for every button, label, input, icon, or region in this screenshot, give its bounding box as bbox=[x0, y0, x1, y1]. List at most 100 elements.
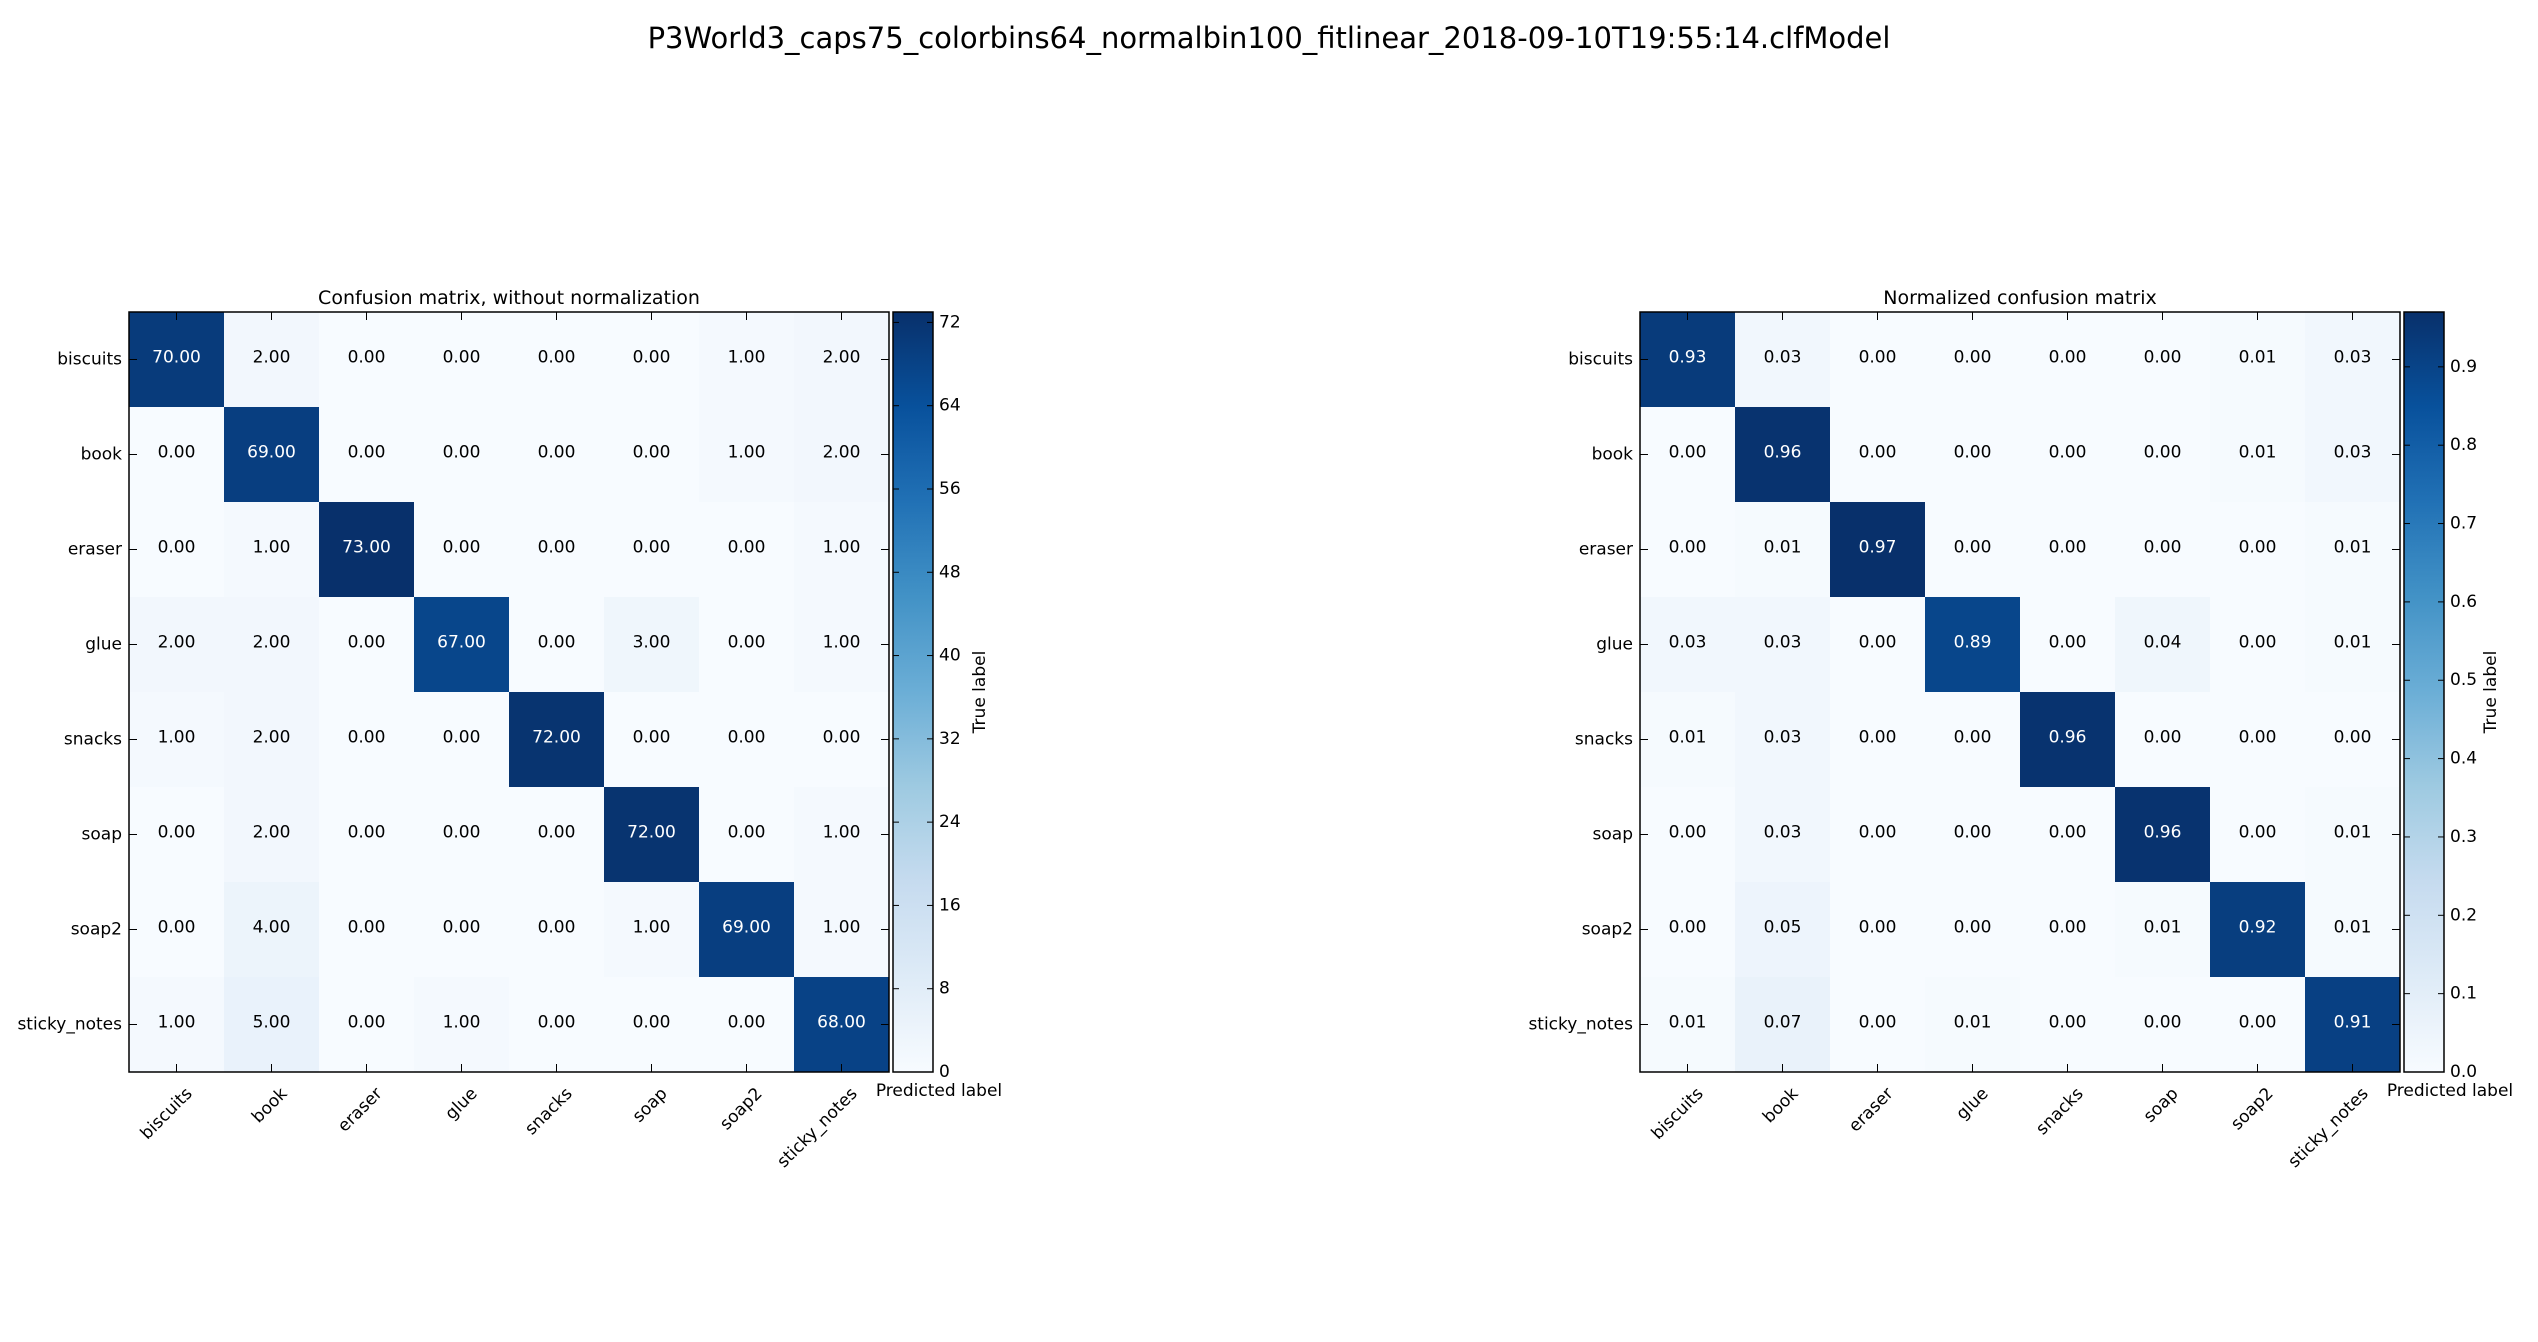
y-tick-label: soap bbox=[82, 825, 122, 845]
cell-value-label: 67.00 bbox=[437, 633, 486, 653]
heatmap-cell bbox=[794, 502, 890, 598]
cell-value-label: 0.01 bbox=[2239, 348, 2277, 368]
cell-value-label: 2.00 bbox=[253, 633, 291, 653]
cell-value-label: 0.00 bbox=[2239, 823, 2277, 843]
cell-value-label: 0.00 bbox=[348, 443, 386, 463]
cell-value-label: 0.01 bbox=[2334, 633, 2372, 653]
heatmap-cell bbox=[319, 977, 415, 1073]
cell-value-label: 0.00 bbox=[443, 443, 481, 463]
plot-frame bbox=[128, 311, 890, 1073]
cell-value-label: 2.00 bbox=[158, 633, 196, 653]
heatmap-cell bbox=[604, 312, 700, 408]
cell-value-label: 0.01 bbox=[1764, 538, 1802, 558]
cell-value-label: 0.00 bbox=[1859, 823, 1897, 843]
cell-value-label: 0.00 bbox=[2049, 348, 2087, 368]
heatmap-cell bbox=[1925, 692, 2021, 788]
y-axis-label: True label bbox=[2481, 651, 2501, 735]
heatmap-cell bbox=[2115, 502, 2211, 598]
x-tick-label: snacks bbox=[2032, 1084, 2087, 1139]
cell-value-label: 1.00 bbox=[158, 1013, 196, 1033]
colorbar-tick-label: 64 bbox=[939, 396, 961, 416]
heatmap-cell bbox=[1830, 407, 1926, 503]
heatmap-cell bbox=[414, 407, 510, 503]
colorbar bbox=[2403, 311, 2445, 1073]
heatmap-cell bbox=[1640, 882, 1736, 978]
heatmap-cell bbox=[509, 502, 605, 598]
cell-value-label: 2.00 bbox=[253, 348, 291, 368]
cell-value-label: 1.00 bbox=[633, 918, 671, 938]
cell-value-label: 0.00 bbox=[158, 538, 196, 558]
cell-value-label: 69.00 bbox=[247, 443, 296, 463]
cell-value-label: 0.03 bbox=[2334, 443, 2372, 463]
heatmap-cell bbox=[699, 502, 795, 598]
cell-value-label: 0.96 bbox=[2049, 728, 2087, 748]
heatmap-cell bbox=[129, 977, 225, 1073]
heatmap-cell bbox=[2210, 692, 2306, 788]
heatmap-cell bbox=[129, 882, 225, 978]
heatmap-cell bbox=[604, 787, 700, 883]
cell-value-label: 0.00 bbox=[823, 728, 861, 748]
heatmap-cell bbox=[2305, 787, 2401, 883]
cell-value-label: 0.00 bbox=[1859, 1013, 1897, 1033]
cell-value-label: 4.00 bbox=[253, 918, 291, 938]
cell-value-label: 0.00 bbox=[728, 728, 766, 748]
cell-value-label: 0.00 bbox=[2239, 1013, 2277, 1033]
plot-frame bbox=[1639, 311, 2401, 1073]
cell-value-label: 0.00 bbox=[1859, 348, 1897, 368]
x-tick-label: eraser bbox=[1845, 1084, 1897, 1136]
cell-value-label: 5.00 bbox=[253, 1013, 291, 1033]
heatmap-cell bbox=[1925, 882, 2021, 978]
heatmap-cell bbox=[319, 312, 415, 408]
heatmap-cell bbox=[2305, 407, 2401, 503]
heatmap-cell bbox=[2020, 692, 2116, 788]
cell-value-label: 0.00 bbox=[443, 918, 481, 938]
cell-value-label: 0.00 bbox=[633, 1013, 671, 1033]
y-tick-label: soap2 bbox=[1582, 920, 1633, 940]
y-tick-label: eraser bbox=[68, 540, 122, 560]
y-tick-label: biscuits bbox=[57, 350, 122, 370]
heatmap-cell bbox=[1735, 407, 1831, 503]
heatmap-cell bbox=[794, 977, 890, 1073]
cell-value-label: 0.00 bbox=[158, 823, 196, 843]
heatmap-cell bbox=[2210, 977, 2306, 1073]
heatmap-cell bbox=[2210, 787, 2306, 883]
y-tick-label: glue bbox=[85, 635, 122, 655]
heatmap-cell bbox=[1640, 407, 1736, 503]
heatmap-cell bbox=[224, 597, 320, 693]
heatmap-cell bbox=[224, 977, 320, 1073]
cell-value-label: 0.00 bbox=[2049, 823, 2087, 843]
x-tick-label: soap bbox=[629, 1084, 672, 1127]
cell-value-label: 0.00 bbox=[1859, 918, 1897, 938]
heatmap-cell bbox=[699, 312, 795, 408]
heatmap-cell bbox=[509, 597, 605, 693]
cell-value-label: 0.97 bbox=[1859, 538, 1897, 558]
heatmap-cell bbox=[1640, 787, 1736, 883]
x-tick-label: biscuits bbox=[137, 1084, 197, 1144]
colorbar-tick-label: 0.8 bbox=[2450, 435, 2477, 455]
x-tick-label: glue bbox=[1952, 1084, 1992, 1124]
colorbar-tick-label: 0.3 bbox=[2450, 827, 2477, 847]
heatmap-cell bbox=[2210, 407, 2306, 503]
x-tick-label: sticky_notes bbox=[773, 1084, 861, 1172]
cell-value-label: 68.00 bbox=[817, 1013, 866, 1033]
cell-value-label: 0.07 bbox=[1764, 1013, 1802, 1033]
colorbar-tick-label: 56 bbox=[939, 479, 961, 499]
heatmap-cell bbox=[2305, 882, 2401, 978]
cell-value-label: 0.01 bbox=[2239, 443, 2277, 463]
colorbar bbox=[892, 311, 934, 1073]
cell-value-label: 0.91 bbox=[2334, 1013, 2372, 1033]
heatmap-cell bbox=[414, 977, 510, 1073]
heatmap-cell bbox=[2020, 407, 2116, 503]
heatmap-cell bbox=[319, 882, 415, 978]
heatmap-cell bbox=[699, 977, 795, 1073]
heatmap-cell bbox=[2210, 312, 2306, 408]
heatmap-cell bbox=[699, 597, 795, 693]
heatmap-cell bbox=[2020, 977, 2116, 1073]
figure-suptitle: P3World3_caps75_colorbins64_normalbin100… bbox=[648, 21, 1891, 55]
heatmap-cell bbox=[2115, 407, 2211, 503]
heatmap-cell bbox=[224, 692, 320, 788]
heatmap-cell bbox=[509, 407, 605, 503]
heatmap-cell bbox=[1925, 312, 2021, 408]
cell-value-label: 0.00 bbox=[538, 443, 576, 463]
heatmap-cell bbox=[129, 407, 225, 503]
